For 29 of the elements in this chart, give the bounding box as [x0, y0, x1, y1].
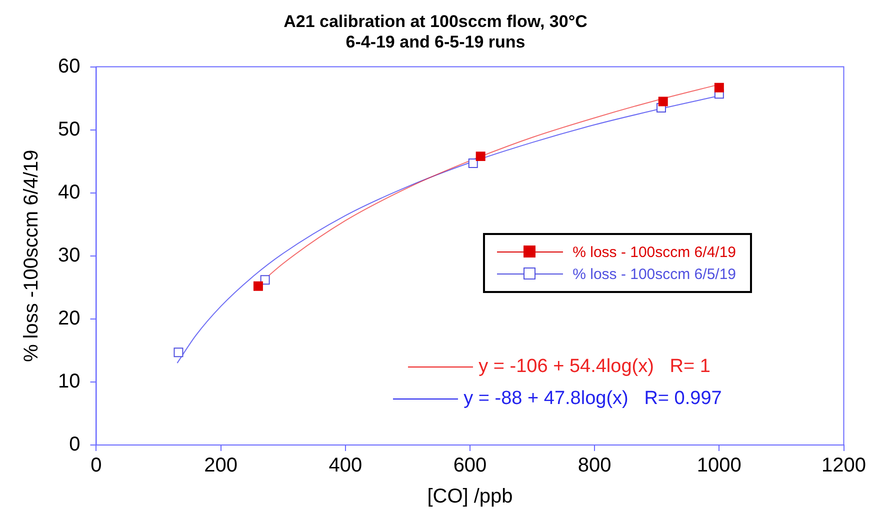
- x-tick-label: 400: [328, 454, 362, 477]
- legend-label: % loss - 100sccm 6/4/19: [572, 244, 736, 261]
- x-tick-label: 200: [204, 454, 238, 477]
- legend-label: % loss - 100sccm 6/5/19: [572, 266, 736, 283]
- x-axis-title: [CO] /ppb: [427, 486, 513, 508]
- point: [253, 281, 263, 291]
- point: [714, 82, 724, 92]
- x-tick-label: 0: [90, 454, 102, 477]
- x-tick-label: 600: [453, 454, 487, 477]
- point: [658, 96, 668, 106]
- y-tick-label: 0: [69, 434, 80, 456]
- chart-subtitle: 6-4-19 and 6-5-19 runs: [346, 32, 526, 52]
- x-tick-label: 800: [578, 454, 612, 477]
- chart-title: A21 calibration at 100sccm flow, 30°C: [284, 12, 588, 31]
- x-tick-label: 1200: [822, 454, 866, 477]
- point: [260, 275, 270, 285]
- y-tick-label: 60: [58, 55, 80, 78]
- point: [174, 348, 184, 358]
- point: [468, 158, 478, 168]
- point: [476, 152, 486, 162]
- x-tick-label: 1000: [696, 454, 742, 477]
- y-tick-label: 30: [58, 244, 80, 266]
- y-tick-label: 10: [58, 370, 80, 392]
- legend-label: y = -106 + 54.4log(x) R= 1: [478, 356, 710, 378]
- legend-label: y = -88 + 47.8log(x) R= 0.997: [464, 388, 722, 410]
- y-tick-label: 20: [58, 307, 80, 330]
- y-tick-label: 40: [58, 181, 80, 204]
- y-axis-title: % loss -100sccm 6/4/19: [20, 150, 43, 362]
- y-tick-label: 50: [58, 118, 80, 140]
